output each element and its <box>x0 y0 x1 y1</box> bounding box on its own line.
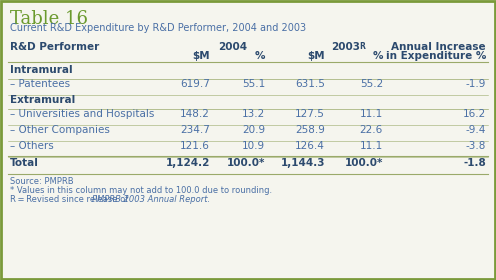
Text: – Universities and Hospitals: – Universities and Hospitals <box>10 109 154 119</box>
Text: -3.8: -3.8 <box>466 141 486 151</box>
Text: PMPRB 2003 Annual Report.: PMPRB 2003 Annual Report. <box>92 195 210 204</box>
Text: 258.9: 258.9 <box>295 125 325 135</box>
Text: %: % <box>254 51 265 61</box>
Text: – Other Companies: – Other Companies <box>10 125 110 135</box>
Text: $M: $M <box>308 51 325 61</box>
Text: 11.1: 11.1 <box>360 141 383 151</box>
Text: Total: Total <box>10 158 39 168</box>
Text: R&D Performer: R&D Performer <box>10 42 99 52</box>
Text: Table 16: Table 16 <box>10 10 88 28</box>
Text: 2004: 2004 <box>218 42 247 52</box>
Text: -9.4: -9.4 <box>466 125 486 135</box>
Text: R: R <box>359 42 365 51</box>
Text: 20.9: 20.9 <box>242 125 265 135</box>
Text: in Expenditure %: in Expenditure % <box>385 51 486 61</box>
Text: -1.9: -1.9 <box>466 79 486 89</box>
Text: $M: $M <box>192 51 210 61</box>
Text: 631.5: 631.5 <box>295 79 325 89</box>
Text: Current R&D Expenditure by R&D Performer, 2004 and 2003: Current R&D Expenditure by R&D Performer… <box>10 23 306 33</box>
Text: – Patentees: – Patentees <box>10 79 70 89</box>
Text: 16.2: 16.2 <box>463 109 486 119</box>
Text: 234.7: 234.7 <box>180 125 210 135</box>
Text: Annual Increase: Annual Increase <box>391 42 486 52</box>
Text: 22.6: 22.6 <box>360 125 383 135</box>
Text: 1,144.3: 1,144.3 <box>281 158 325 168</box>
Text: 2003: 2003 <box>331 42 361 52</box>
Text: 13.2: 13.2 <box>242 109 265 119</box>
Text: 619.7: 619.7 <box>180 79 210 89</box>
Text: 127.5: 127.5 <box>295 109 325 119</box>
Text: R = Revised since release of: R = Revised since release of <box>10 195 131 204</box>
Text: -1.8: -1.8 <box>463 158 486 168</box>
Text: 1,124.2: 1,124.2 <box>166 158 210 168</box>
Text: 148.2: 148.2 <box>180 109 210 119</box>
Text: * Values in this column may not add to 100.0 due to rounding.: * Values in this column may not add to 1… <box>10 186 272 195</box>
Text: 100.0*: 100.0* <box>227 158 265 168</box>
Text: 10.9: 10.9 <box>242 141 265 151</box>
Text: %: % <box>372 51 383 61</box>
Text: 126.4: 126.4 <box>295 141 325 151</box>
Text: – Others: – Others <box>10 141 54 151</box>
Text: Intramural: Intramural <box>10 65 72 75</box>
Text: Source: PMPRB: Source: PMPRB <box>10 177 73 186</box>
Text: 100.0*: 100.0* <box>345 158 383 168</box>
Text: 11.1: 11.1 <box>360 109 383 119</box>
Text: 121.6: 121.6 <box>180 141 210 151</box>
Text: 55.2: 55.2 <box>360 79 383 89</box>
Text: Extramural: Extramural <box>10 95 75 105</box>
Text: 55.1: 55.1 <box>242 79 265 89</box>
